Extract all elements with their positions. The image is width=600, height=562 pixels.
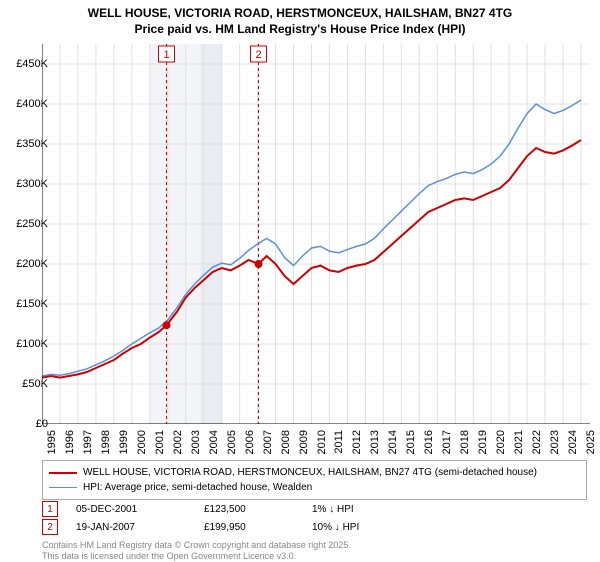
x-axis-label: 2017 [441, 430, 453, 454]
legend-swatch [49, 487, 77, 488]
x-axis-label: 2001 [154, 430, 166, 454]
legend-swatch [49, 472, 77, 474]
sale-row: 1 05-DEC-2001 £123,500 1% ↓ HPI [42, 500, 392, 518]
x-axis-label: 2015 [405, 430, 417, 454]
y-axis-label: £150K [16, 298, 48, 310]
x-axis-label: 2012 [351, 430, 363, 454]
x-axis-label: 2006 [244, 430, 256, 454]
x-axis-label: 2004 [208, 430, 220, 454]
title-line1: WELL HOUSE, VICTORIA ROAD, HERSTMONCEUX,… [0, 6, 600, 22]
sale-pct: 1% ↓ HPI [312, 504, 392, 515]
legend-item: HPI: Average price, semi-detached house,… [49, 480, 580, 495]
x-axis-label: 2002 [172, 430, 184, 454]
y-axis-label: £50K [22, 378, 48, 390]
chart-area: 12 [42, 44, 590, 424]
x-axis-label: 2016 [423, 430, 435, 454]
y-axis-label: £0 [36, 418, 48, 430]
y-axis-label: £300K [16, 178, 48, 190]
x-axis-label: 2022 [531, 430, 543, 454]
x-axis-label: 2013 [369, 430, 381, 454]
legend-label: HPI: Average price, semi-detached house,… [83, 480, 312, 495]
sale-price: £199,950 [204, 522, 294, 533]
y-axis-label: £250K [16, 218, 48, 230]
x-axis-label: 2014 [387, 430, 399, 454]
attribution-line1: Contains HM Land Registry data © Crown c… [42, 540, 351, 551]
x-axis-label: 2020 [495, 430, 507, 454]
y-axis-label: £400K [16, 98, 48, 110]
sale-row: 2 19-JAN-2007 £199,950 10% ↓ HPI [42, 518, 392, 536]
sale-marker: 1 [42, 501, 58, 517]
x-axis-label: 2008 [280, 430, 292, 454]
line-chart: 12 [42, 44, 590, 424]
sale-marker: 2 [42, 519, 58, 535]
sale-pct: 10% ↓ HPI [312, 522, 392, 533]
y-axis-label: £200K [16, 258, 48, 270]
x-axis-label: 2018 [459, 430, 471, 454]
sale-price: £123,500 [204, 504, 294, 515]
chart-title: WELL HOUSE, VICTORIA ROAD, HERSTMONCEUX,… [0, 0, 600, 37]
x-axis-label: 2024 [567, 430, 579, 454]
attribution: Contains HM Land Registry data © Crown c… [42, 540, 351, 562]
x-axis-label: 2007 [262, 430, 274, 454]
x-axis-label: 2023 [549, 430, 561, 454]
legend-item: WELL HOUSE, VICTORIA ROAD, HERSTMONCEUX,… [49, 465, 580, 480]
x-axis-label: 2000 [136, 430, 148, 454]
x-axis-label: 2009 [298, 430, 310, 454]
legend: WELL HOUSE, VICTORIA ROAD, HERSTMONCEUX,… [42, 460, 587, 500]
y-axis-label: £350K [16, 138, 48, 150]
x-axis-label: 1997 [82, 430, 94, 454]
x-axis-label: 1996 [64, 430, 76, 454]
sale-date: 05-DEC-2001 [76, 504, 186, 515]
y-axis-label: £100K [16, 338, 48, 350]
sale-date: 19-JAN-2007 [76, 522, 186, 533]
x-axis-label: 2025 [585, 430, 597, 454]
x-axis-label: 1995 [46, 430, 58, 454]
x-axis-label: 2011 [333, 430, 345, 454]
legend-label: WELL HOUSE, VICTORIA ROAD, HERSTMONCEUX,… [83, 465, 537, 480]
y-axis-label: £450K [16, 58, 48, 70]
x-axis-label: 2019 [477, 430, 489, 454]
x-axis-label: 2003 [190, 430, 202, 454]
x-axis-label: 1999 [118, 430, 130, 454]
title-line2: Price paid vs. HM Land Registry's House … [0, 22, 600, 38]
x-axis-label: 1998 [100, 430, 112, 454]
svg-text:2: 2 [255, 49, 261, 61]
x-axis-label: 2021 [513, 430, 525, 454]
svg-text:1: 1 [163, 49, 169, 61]
x-axis-label: 2010 [316, 430, 328, 454]
sales-table: 1 05-DEC-2001 £123,500 1% ↓ HPI 2 19-JAN-2007… [42, 500, 392, 536]
x-axis-label: 2005 [226, 430, 238, 454]
